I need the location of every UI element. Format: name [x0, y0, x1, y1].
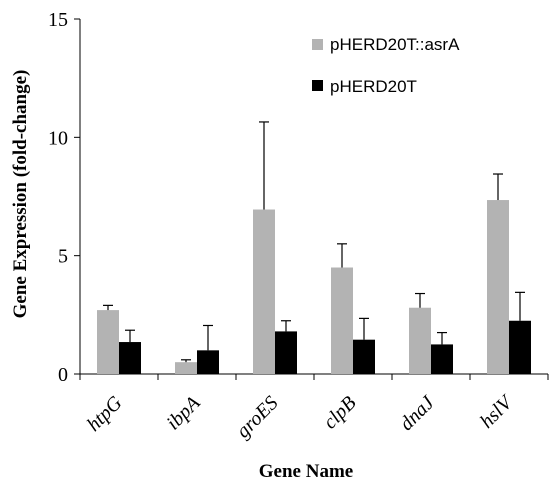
bar-series-2-clpB — [353, 339, 375, 374]
legend-swatch-series-2 — [312, 80, 323, 91]
x-tick-label-groES: groES — [232, 392, 282, 442]
bar-series-1-groES — [253, 209, 275, 374]
x-tick-label-dnaJ: dnaJ — [395, 391, 439, 435]
x-tick-label-hslV: hslV — [476, 390, 519, 433]
legend-swatch-series-1 — [312, 39, 323, 50]
legend-label-series-2: pHERD20T — [330, 77, 417, 96]
bar-series-2-htpG — [119, 342, 141, 374]
bar-series-1-clpB — [331, 267, 353, 374]
bar-series-2-groES — [275, 331, 297, 374]
x-axis-title: Gene Name — [259, 461, 353, 482]
bar-series-2-hslV — [509, 320, 531, 374]
bar-series-2-ibpA — [197, 350, 219, 374]
y-tick-label-1: 5 — [58, 246, 68, 268]
bar-series-1-htpG — [97, 310, 119, 374]
y-tick-label-2: 10 — [48, 127, 68, 149]
y-axis-title: Gene Expression (fold-change) — [10, 70, 31, 319]
legend-label-series-1: pHERD20T::asrA — [330, 35, 460, 54]
bar-series-2-dnaJ — [431, 344, 453, 374]
x-tick-label-ibpA: ibpA — [162, 391, 205, 434]
y-tick-label-0: 0 — [58, 364, 68, 386]
bar-series-1-dnaJ — [409, 307, 431, 374]
y-tick-label-3: 15 — [48, 9, 68, 31]
bar-series-1-hslV — [487, 200, 509, 374]
x-tick-label-htpG: htpG — [83, 392, 127, 436]
bar-series-1-ibpA — [175, 362, 197, 374]
x-tick-label-clpB: clpB — [319, 392, 360, 433]
legend: pHERD20T::asrA pHERD20T — [312, 35, 460, 96]
